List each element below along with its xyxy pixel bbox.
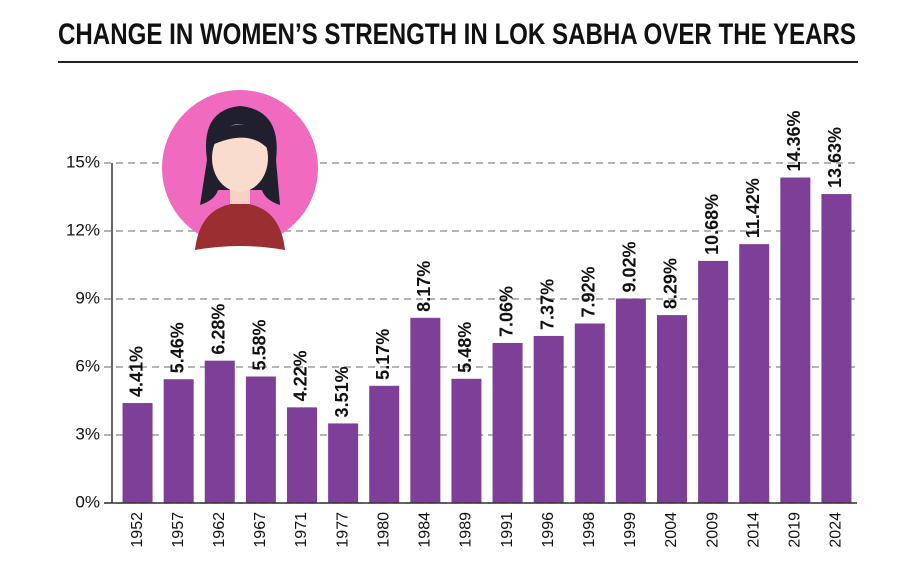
value-label: 8.29% — [661, 258, 681, 309]
value-label: 9.02% — [620, 241, 640, 292]
x-tick-label: 1962 — [211, 512, 228, 548]
x-tick-label: 1999 — [622, 512, 639, 548]
x-tick-label: 1977 — [334, 512, 351, 548]
value-label: 6.28% — [209, 304, 229, 355]
bar — [204, 360, 235, 503]
value-label: 5.48% — [455, 322, 475, 373]
x-tick-label: 1998 — [581, 512, 598, 548]
x-tick-label: 1996 — [540, 512, 557, 548]
y-tick-label: 0% — [75, 492, 100, 511]
bar — [657, 315, 687, 503]
plot-area: 0% 3% 6% 9% 12% 15% 4.41% 1952 5.46% 1957 6.28% 196… — [66, 110, 857, 548]
value-label: 5.46% — [167, 322, 187, 373]
bar — [369, 385, 400, 503]
chart-title: CHANGE IN WOMEN’S STRENGTH IN LOK SABHA … — [58, 18, 856, 51]
bar — [698, 260, 729, 503]
bar — [615, 298, 646, 503]
x-tick-label: 1980 — [375, 512, 392, 548]
value-label: 3.51% — [332, 366, 352, 417]
value-label: 10.68% — [702, 194, 722, 255]
x-tick-label: 1957 — [170, 512, 187, 548]
bar — [821, 194, 852, 503]
value-label: 13.63% — [825, 127, 845, 188]
bar — [245, 376, 276, 503]
bar — [328, 423, 359, 503]
x-tick-label: 2004 — [663, 512, 680, 548]
bar — [410, 317, 441, 503]
bar — [451, 378, 482, 503]
x-tick-label: 1989 — [458, 512, 475, 548]
bar — [163, 379, 194, 503]
x-tick-label: 1952 — [129, 512, 146, 548]
bar — [122, 403, 153, 503]
bar — [492, 342, 523, 503]
value-label: 5.58% — [250, 319, 270, 370]
x-tick-label: 2019 — [787, 512, 804, 548]
woman-icon — [162, 90, 318, 250]
x-tick-label: 1971 — [293, 512, 310, 548]
bar — [533, 335, 564, 503]
value-label: 7.92% — [579, 266, 599, 317]
value-label: 11.42% — [743, 178, 763, 238]
y-tick-label: 6% — [75, 356, 100, 375]
x-tick-label: 2014 — [745, 512, 762, 548]
value-label: 7.06% — [496, 286, 516, 337]
value-label: 5.17% — [373, 329, 393, 380]
value-label: 14.36% — [784, 110, 804, 171]
x-tick-label: 1967 — [252, 512, 269, 548]
value-label: 7.37% — [537, 279, 557, 330]
x-tick-label: 1991 — [499, 512, 516, 548]
x-tick-label: 1984 — [417, 512, 434, 548]
bar — [780, 177, 811, 504]
value-label: 4.22% — [291, 350, 311, 401]
value-label: 8.17% — [414, 261, 434, 312]
y-tick-label: 3% — [75, 424, 100, 443]
x-tick-label: 2024 — [828, 512, 845, 548]
value-label: 4.41% — [126, 346, 146, 397]
bar — [574, 323, 605, 503]
y-tick-label: 12% — [66, 220, 100, 239]
x-tick-label: 2009 — [704, 512, 721, 548]
y-tick-label: 9% — [75, 288, 100, 307]
bar — [739, 244, 770, 503]
bar — [287, 407, 317, 503]
y-tick-label: 15% — [66, 152, 100, 171]
